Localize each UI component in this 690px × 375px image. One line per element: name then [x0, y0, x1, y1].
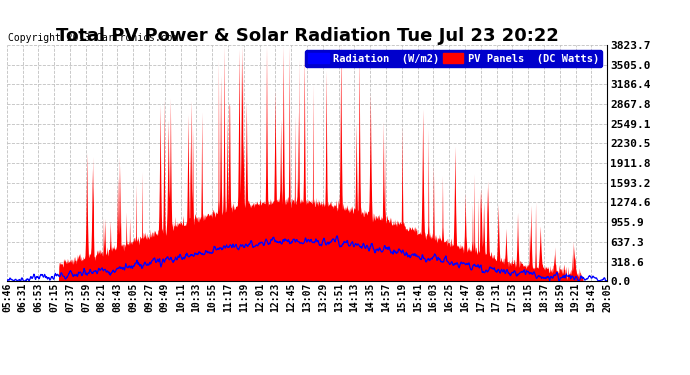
Legend: Radiation  (W/m2), PV Panels  (DC Watts): Radiation (W/m2), PV Panels (DC Watts)	[305, 50, 602, 67]
Text: Copyright 2013 Cartronics.com: Copyright 2013 Cartronics.com	[8, 33, 178, 43]
Title: Total PV Power & Solar Radiation Tue Jul 23 20:22: Total PV Power & Solar Radiation Tue Jul…	[56, 27, 558, 45]
